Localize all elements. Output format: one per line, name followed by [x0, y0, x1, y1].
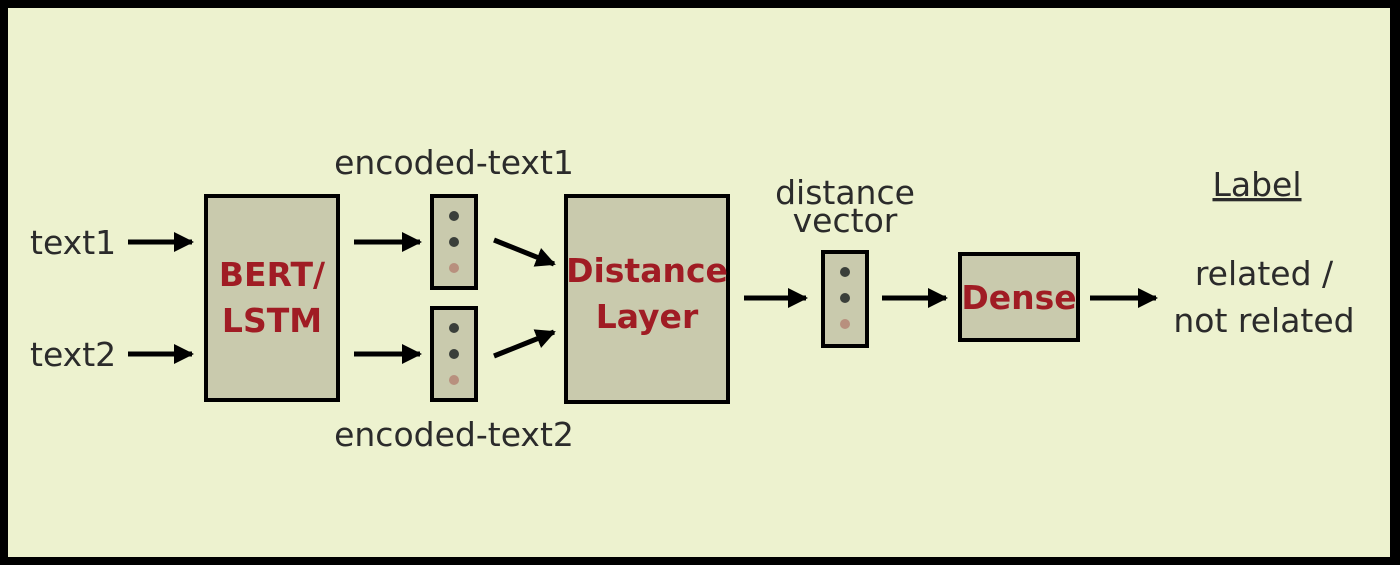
encoded-text1-vector: [430, 194, 478, 290]
distance-layer-label-line1: Distance: [566, 251, 728, 290]
vector-dot: [840, 293, 850, 303]
encoded-text2-label: encoded-text2: [334, 415, 574, 454]
encoded-text2-vector: [430, 306, 478, 402]
arrow-encoded1-to-distance: [493, 237, 556, 267]
input-text1-label: text1: [30, 223, 116, 262]
encoded-text1-label: encoded-text1: [334, 143, 574, 182]
output-line2: not related: [1173, 301, 1354, 340]
output-heading: Label: [1212, 165, 1301, 204]
distance-layer-label-line2: Layer: [596, 297, 699, 336]
encoder-box: [204, 194, 340, 402]
output-line1: related /: [1195, 254, 1334, 293]
distance-vector: [821, 250, 869, 348]
distance-vector-label-line1: distance: [775, 173, 915, 212]
diagram-frame: text1 text2 BERT/ LSTM encoded-text1 enc…: [8, 8, 1390, 557]
vector-dot: [840, 267, 850, 277]
vector-dot: [840, 319, 850, 329]
distance-vector-label-line2: vector: [793, 201, 898, 240]
input-text2-label: text2: [30, 335, 116, 374]
vector-dot: [449, 323, 459, 333]
distance-layer-box: [564, 194, 730, 404]
encoder-label-line2: LSTM: [222, 301, 322, 340]
encoder-label-line1: BERT/: [219, 255, 326, 294]
vector-dot: [449, 375, 459, 385]
vector-dot: [449, 237, 459, 247]
model-diagram: text1 text2 BERT/ LSTM encoded-text1 enc…: [30, 143, 1355, 454]
dense-box: [958, 252, 1080, 342]
vector-dot: [449, 349, 459, 359]
vector-dot: [449, 263, 459, 273]
dense-label: Dense: [961, 278, 1076, 317]
arrow-encoded2-to-distance: [493, 329, 556, 359]
vector-dot: [449, 211, 459, 221]
